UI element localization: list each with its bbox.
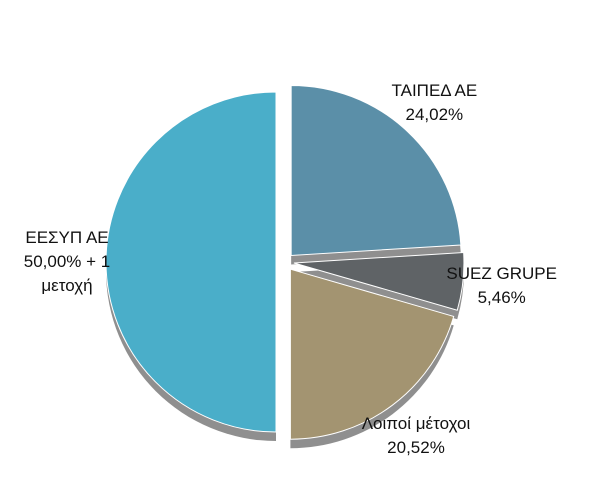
slice-label: ΤΑΙΠΕΔ ΑΕ 24,02% xyxy=(369,79,499,127)
slice-label: ΕΕΣΥΠ ΑΕ 50,00% + 1 μετοχή xyxy=(2,226,132,298)
slice xyxy=(290,84,462,256)
slice-label: SUEZ GRUPE 5,46% xyxy=(437,262,567,310)
value-label: 20,52% xyxy=(387,438,445,458)
slice xyxy=(293,251,465,311)
category-label: Λοιποί μέτοχοι xyxy=(361,414,471,434)
value-label: 50,00% + 1 μετοχή xyxy=(23,252,111,295)
value-label: 5,46% xyxy=(477,287,526,307)
category-label: SUEZ GRUPE xyxy=(446,263,557,283)
slice xyxy=(289,268,455,440)
value-label: 24,02% xyxy=(405,105,464,125)
category-label: ΤΑΙΠΕΔ ΑΕ xyxy=(391,81,478,101)
category-label: ΕΕΣΥΠ ΑΕ xyxy=(25,228,109,247)
slice xyxy=(105,91,277,433)
slice-label: Λοιποί μέτοχοι 20,52% xyxy=(351,412,481,460)
